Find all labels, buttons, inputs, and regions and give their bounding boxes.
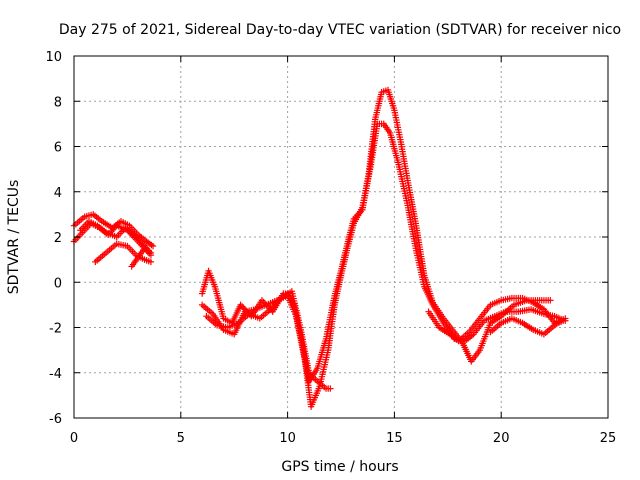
y-axis-label: SDTVAR / TECUs: [6, 180, 22, 295]
y-tick-label: 10: [45, 50, 62, 65]
data-point: [149, 242, 157, 250]
series-track-c: [77, 217, 152, 254]
series-track-j: [487, 315, 567, 338]
data-point: [547, 297, 554, 304]
y-tick-label: 4: [54, 186, 62, 201]
x-tick-label: 20: [493, 431, 510, 446]
x-axis-label: GPS time / hours: [281, 459, 398, 475]
y-tick-label: 8: [54, 95, 62, 110]
series-track-h: [203, 288, 334, 392]
x-tick-label: 0: [70, 431, 78, 446]
x-tick-label: 25: [600, 431, 617, 446]
x-tick-label: 15: [386, 431, 403, 446]
data-series: [70, 86, 569, 410]
data-point: [147, 258, 155, 266]
chart-title: Day 275 of 2021, Sidereal Day-to-day VTE…: [59, 22, 621, 38]
y-tick-label: -2: [49, 322, 62, 337]
y-tick-label: -4: [49, 367, 62, 382]
x-tick-label: 10: [279, 431, 296, 446]
x-tick-label: 5: [177, 431, 185, 446]
tick-labels: 0 5 10 15 20 25 -6 -4 -2 0 2 4 6 8 10: [45, 50, 616, 446]
y-tick-label: 6: [54, 141, 62, 156]
data-point: [327, 385, 334, 392]
data-point: [147, 249, 155, 257]
y-tick-label: -6: [49, 412, 62, 427]
data-point: [559, 317, 567, 324]
y-tick-label: 2: [54, 231, 62, 246]
series-track-e: [128, 245, 155, 270]
y-tick-label: 0: [54, 276, 62, 291]
